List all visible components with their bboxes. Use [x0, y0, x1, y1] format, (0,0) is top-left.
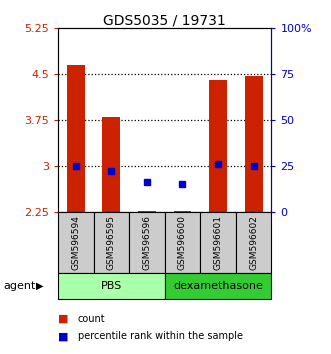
Text: GSM596602: GSM596602 [249, 215, 258, 270]
Bar [209, 80, 227, 212]
Bar [236, 212, 271, 273]
Text: GSM596594: GSM596594 [71, 215, 80, 270]
Text: ▶: ▶ [36, 281, 44, 291]
Bar [58, 273, 165, 299]
Bar [173, 211, 191, 212]
Text: GSM596600: GSM596600 [178, 215, 187, 270]
Bar [245, 75, 262, 212]
Text: PBS: PBS [101, 281, 122, 291]
Title: GDS5035 / 19731: GDS5035 / 19731 [103, 13, 226, 27]
Text: count: count [78, 314, 105, 324]
Bar [93, 212, 129, 273]
Bar [165, 273, 271, 299]
Text: agent: agent [3, 281, 36, 291]
Bar [67, 65, 85, 212]
Text: ■: ■ [58, 314, 69, 324]
Text: percentile rank within the sample: percentile rank within the sample [78, 331, 243, 341]
Bar [102, 117, 120, 212]
Bar [200, 212, 236, 273]
Text: ■: ■ [58, 331, 69, 341]
Bar [165, 212, 200, 273]
Text: GSM596595: GSM596595 [107, 215, 116, 270]
Text: dexamethasone: dexamethasone [173, 281, 263, 291]
Text: GSM596596: GSM596596 [142, 215, 151, 270]
Bar [129, 212, 165, 273]
Bar [138, 211, 156, 212]
Text: GSM596601: GSM596601 [213, 215, 222, 270]
Bar [58, 212, 93, 273]
